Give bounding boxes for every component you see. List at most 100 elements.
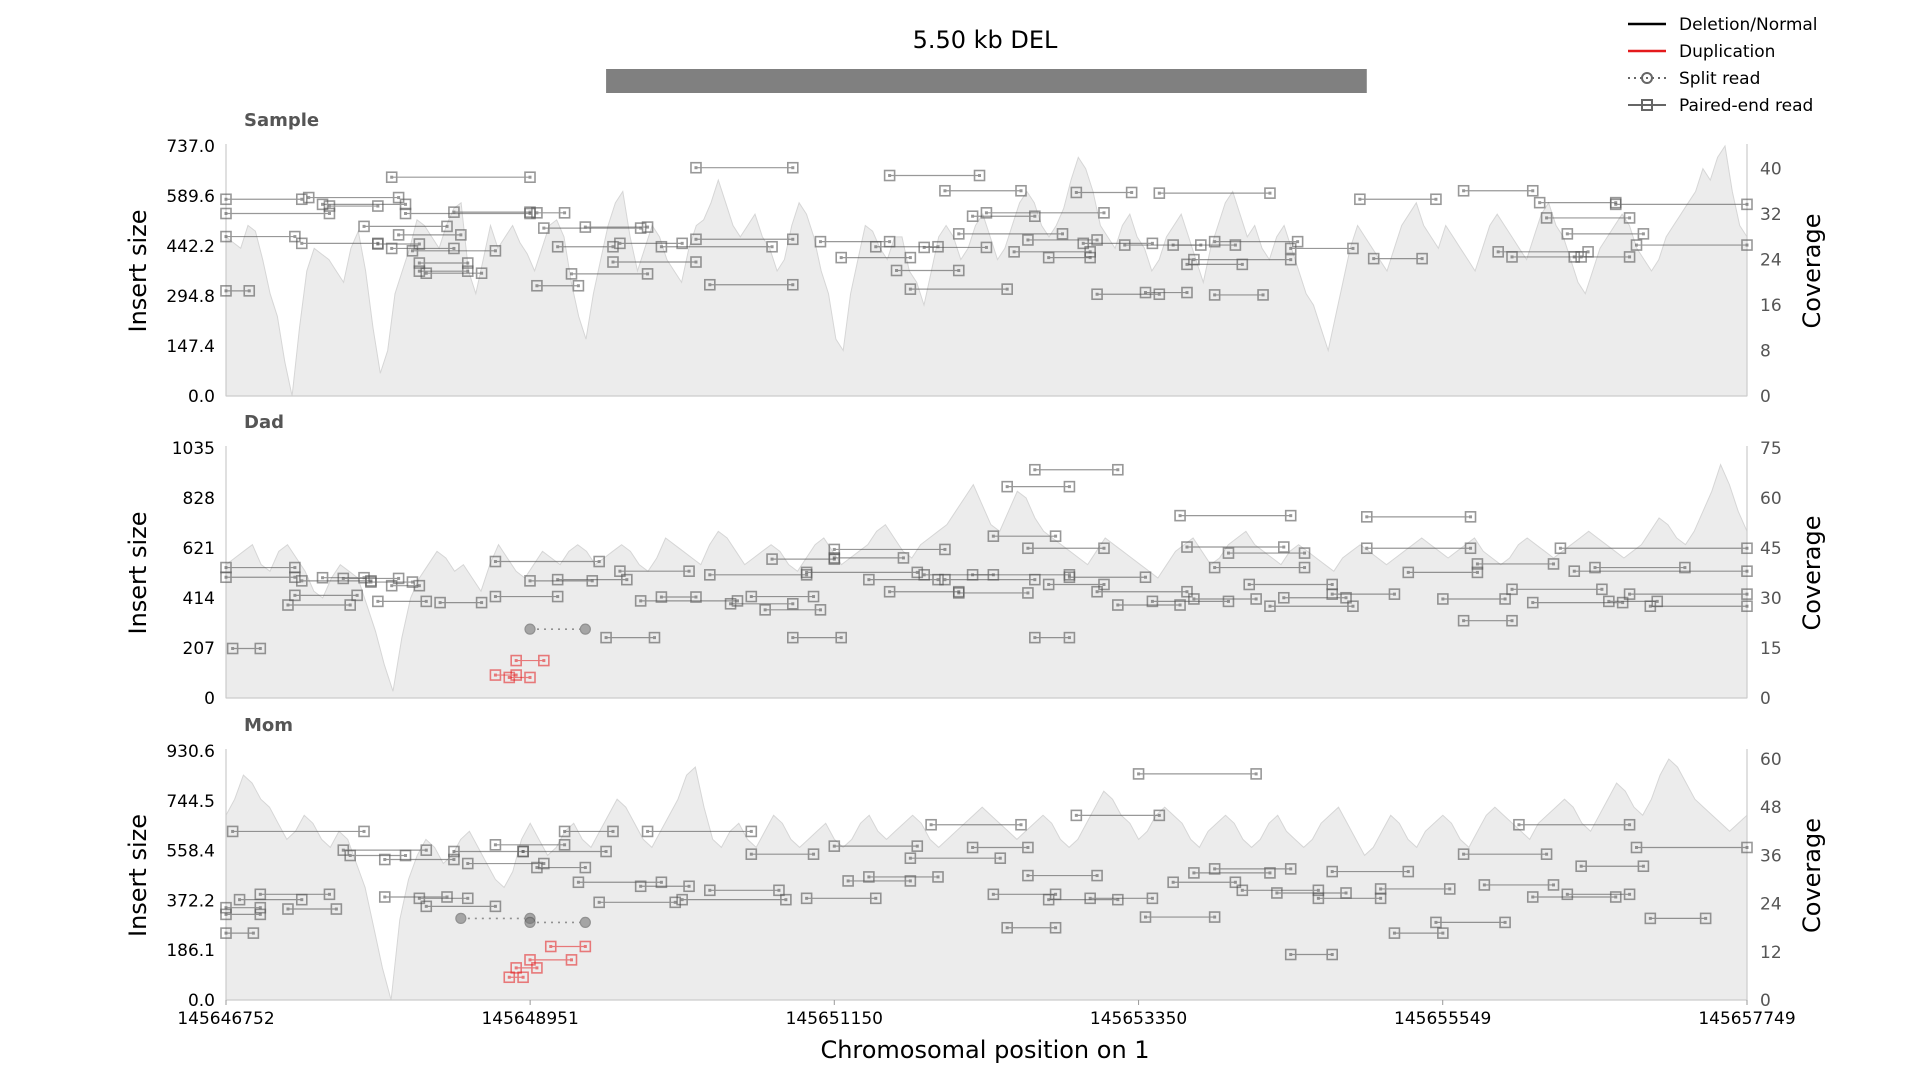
read-end-dot [1745, 546, 1749, 550]
read-end-marker [1623, 212, 1636, 224]
read-end-dot [493, 904, 497, 908]
read-end-marker [1540, 212, 1553, 224]
paired-end-read [863, 871, 944, 883]
read-end-marker [302, 191, 315, 204]
paired-end-read [358, 220, 453, 233]
read-end-dot [1330, 870, 1334, 874]
read-end-dot [1745, 243, 1749, 247]
read-end-dot [694, 260, 698, 264]
paired-end-read [724, 597, 799, 610]
paired-end-read [593, 896, 682, 909]
read-end-marker [1347, 600, 1359, 613]
paired-end-read [220, 230, 301, 243]
read-end-marker [1499, 593, 1511, 605]
read-end-marker [226, 825, 239, 838]
read-end-marker [1679, 561, 1691, 574]
read-end-marker [655, 876, 668, 889]
read-end-marker [1630, 841, 1643, 854]
read-end-marker [641, 825, 654, 838]
y2-tick-label: 30 [1760, 589, 1782, 609]
read-end-dot [618, 241, 622, 245]
y2-tick-label: 40 [1760, 160, 1782, 180]
read-end-marker [323, 207, 336, 220]
paired-end-read [690, 161, 799, 174]
paired-end-read [1070, 809, 1166, 822]
read-end-marker [655, 591, 668, 603]
read-end-dot [1745, 569, 1749, 573]
read-end-marker [655, 240, 668, 253]
y-axis-label: Insert size [124, 210, 152, 333]
read-end-dot [397, 196, 401, 200]
read-end-dot [1012, 250, 1016, 254]
read-end-marker [724, 597, 737, 610]
read-end-marker [385, 171, 398, 184]
read-end-dot [1213, 915, 1217, 919]
read-end-dot [1628, 892, 1632, 896]
y-tick-label: 442.2 [166, 237, 215, 257]
paired-end-read [614, 565, 695, 577]
read-end-marker [607, 240, 619, 253]
read-end-dot [224, 235, 228, 239]
read-end-dot [238, 898, 242, 902]
read-end-marker [634, 222, 647, 234]
read-end-dot [639, 884, 643, 888]
read-end-marker [607, 256, 619, 268]
paired-end-read [1042, 893, 1124, 906]
read-end-dot [563, 843, 567, 847]
read-end-dot [1130, 190, 1134, 194]
read-end-dot [404, 212, 408, 216]
read-end-dot [957, 591, 961, 595]
read-end-marker [786, 161, 799, 174]
read-end-dot [867, 875, 871, 879]
paired-end-read [600, 631, 661, 644]
read-end-dot [1745, 604, 1749, 608]
read-end-marker [1284, 509, 1297, 522]
read-end-marker [1008, 246, 1020, 258]
read-end-dot [466, 261, 470, 265]
paired-end-read [869, 240, 944, 253]
read-end-dot [1268, 604, 1272, 608]
read-end-marker [1533, 196, 1546, 209]
paired-end-read [220, 193, 308, 206]
read-end-marker [1284, 863, 1297, 875]
paired-end-read [704, 278, 799, 291]
y-tick-label: 207 [183, 639, 215, 659]
panel-dad: Dad 0 207 414 621 828 1035 0 15 30 45 60 75 Insert si… [124, 412, 1826, 709]
read-end-dot [1316, 896, 1320, 900]
read-end-dot [583, 944, 587, 948]
read-end-marker [1056, 228, 1069, 240]
read-end-dot [480, 601, 484, 605]
read-end-dot [1157, 292, 1161, 296]
y2-tick-label: 36 [1760, 846, 1782, 866]
read-end-dot [646, 225, 650, 229]
read-end-dot [611, 260, 615, 264]
read-end-marker [925, 818, 937, 831]
read-end-dot [680, 898, 684, 902]
read-end-marker [254, 642, 267, 655]
read-end-marker [807, 590, 820, 603]
read-end-dot [1351, 604, 1355, 608]
read-end-marker [952, 228, 965, 240]
read-end-dot [1379, 887, 1383, 891]
read-end-marker [1471, 566, 1484, 579]
y-axis-label: Insert size [124, 512, 152, 635]
read-end-marker [1188, 253, 1200, 266]
read-end-dot [1213, 240, 1217, 244]
read-end-dot [1033, 636, 1037, 640]
read-end-dot [1648, 916, 1652, 920]
paired-end-read [316, 198, 412, 211]
paired-end-read [1457, 848, 1553, 860]
read-end-marker [1354, 193, 1366, 206]
read-end-dot [224, 566, 228, 570]
read-end-marker [621, 573, 633, 586]
read-end-dot [1143, 915, 1147, 919]
read-end-marker [1022, 587, 1034, 599]
read-end-dot [452, 849, 456, 853]
read-end-dot [528, 675, 532, 679]
read-end-marker [1526, 891, 1539, 903]
read-end-marker [254, 888, 267, 901]
read-end-dot [1226, 599, 1230, 603]
read-end-dot [1475, 570, 1479, 574]
y-tick-label: 294.8 [166, 287, 215, 307]
read-end-marker [634, 595, 647, 607]
